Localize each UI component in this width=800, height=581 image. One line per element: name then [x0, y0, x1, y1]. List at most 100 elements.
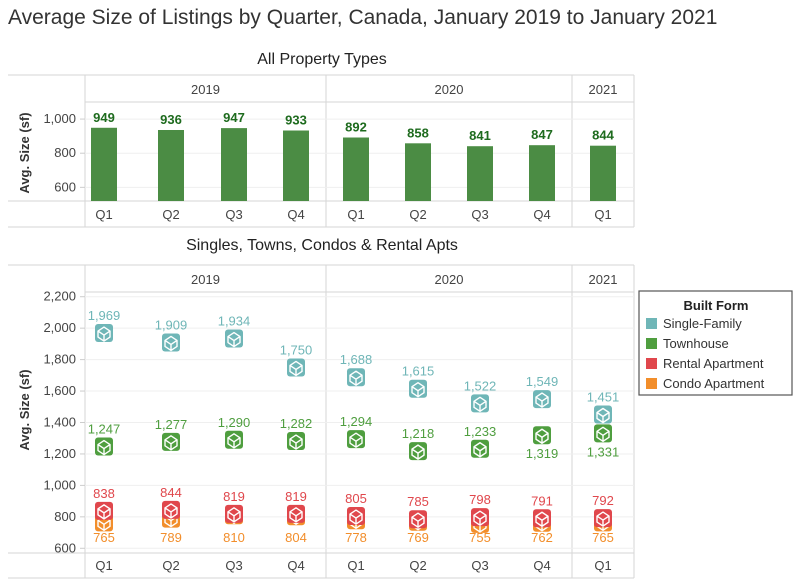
legend-item-label: Condo Apartment	[663, 376, 765, 391]
data-point	[225, 504, 243, 523]
cube-icon	[535, 511, 549, 527]
y-tick-label: 2,200	[43, 289, 76, 304]
data-label: 1,969	[88, 308, 121, 323]
y-tick-label: 1,400	[43, 415, 76, 430]
x-tick-label: Q3	[471, 558, 488, 573]
cube-icon	[289, 434, 303, 450]
legend-swatch	[646, 338, 657, 349]
x-tick-label: Q1	[594, 558, 611, 573]
data-point	[347, 368, 365, 387]
cube-icon	[164, 435, 178, 451]
data-label: 1,331	[587, 444, 620, 459]
data-point	[594, 509, 612, 528]
data-label: 789	[160, 530, 182, 545]
data-label: 1,282	[280, 416, 313, 431]
cube-icon	[97, 439, 111, 456]
data-label: 778	[345, 530, 367, 545]
cube-icon	[349, 432, 363, 448]
data-label: 1,233	[464, 424, 497, 439]
data-label: 844	[160, 485, 182, 500]
cube-icon	[411, 381, 425, 398]
x-tick-label: Q4	[533, 558, 550, 573]
cube-icon	[227, 331, 241, 348]
data-label: 810	[223, 530, 245, 545]
data-point	[409, 510, 427, 529]
year-header: 2021	[589, 272, 618, 287]
data-label: 1,522	[464, 378, 497, 393]
y-tick-label: 600	[54, 540, 76, 555]
data-label: 1,247	[88, 422, 121, 437]
data-point	[162, 500, 180, 519]
cube-icon	[97, 326, 111, 342]
cube-icon	[227, 507, 241, 523]
data-label: 804	[285, 530, 307, 545]
data-label: 1,277	[155, 417, 188, 432]
legend-item-label: Townhouse	[663, 336, 729, 351]
y-tick-label: 1,200	[43, 446, 76, 461]
data-label: 769	[407, 530, 429, 545]
cube-icon	[535, 392, 549, 408]
legend-title: Built Form	[684, 298, 749, 313]
data-point	[287, 358, 305, 377]
data-label: 1,218	[402, 426, 435, 441]
data-point	[471, 394, 489, 413]
data-label: 819	[223, 489, 245, 504]
data-label: 1,615	[402, 364, 435, 379]
cube-icon	[289, 360, 303, 377]
y-tick-label: 1,600	[43, 383, 76, 398]
cube-icon	[289, 507, 303, 523]
data-label: 785	[407, 494, 429, 509]
x-tick-label: Q1	[95, 558, 112, 573]
data-point	[347, 430, 365, 449]
data-label: 765	[592, 530, 614, 545]
cube-icon	[411, 444, 425, 460]
data-point	[471, 439, 489, 458]
data-point	[409, 442, 427, 461]
cube-icon	[164, 503, 178, 519]
cube-icon	[349, 509, 363, 525]
page-title: Average Size of Listings by Quarter, Can…	[8, 6, 718, 29]
x-tick-label: Q2	[162, 558, 179, 573]
data-point	[533, 509, 551, 528]
data-label: 1,750	[280, 342, 313, 357]
data-point	[533, 426, 551, 445]
data-point	[594, 405, 612, 424]
data-point	[225, 329, 243, 348]
cube-icon	[164, 335, 178, 352]
data-point	[95, 501, 113, 520]
data-label: 1,909	[155, 317, 188, 332]
y-axis-label: Avg. Size (sf)	[17, 369, 32, 450]
data-label: 1,451	[587, 389, 620, 404]
y-tick-label: 1,800	[43, 352, 76, 367]
legend: Built Form Single-Family Townhouse Rental A…	[638, 290, 793, 396]
data-point	[409, 379, 427, 398]
data-point	[347, 507, 365, 526]
legend-box	[638, 290, 793, 396]
cube-icon	[411, 512, 425, 528]
data-label: 1,294	[340, 414, 373, 429]
cube-icon	[596, 426, 610, 443]
data-label: 1,319	[526, 446, 559, 461]
x-tick-label: Q4	[287, 558, 304, 573]
cube-icon	[596, 511, 610, 527]
data-point	[533, 390, 551, 409]
y-tick-label: 1,000	[43, 477, 76, 492]
data-label: 1,934	[218, 314, 251, 329]
legend-swatch	[646, 358, 657, 369]
data-label: 1,290	[218, 415, 251, 430]
data-label: 838	[93, 486, 115, 501]
cube-icon	[473, 396, 487, 413]
legend-item-label: Single-Family	[663, 316, 742, 331]
data-label: 792	[592, 493, 614, 508]
legend-swatch	[646, 378, 657, 389]
year-header: 2020	[435, 272, 464, 287]
chart-title: Singles, Towns, Condos & Rental Apts	[186, 237, 458, 254]
data-label: 805	[345, 491, 367, 506]
x-tick-label: Q2	[409, 558, 426, 573]
data-point	[287, 504, 305, 523]
data-point	[162, 333, 180, 352]
cube-icon	[97, 504, 111, 520]
data-label: 819	[285, 489, 307, 504]
